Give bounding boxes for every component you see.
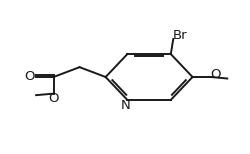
Text: O: O	[209, 68, 220, 81]
Text: N: N	[121, 99, 130, 112]
Text: O: O	[24, 70, 35, 83]
Text: O: O	[48, 92, 58, 105]
Text: Br: Br	[172, 29, 187, 42]
